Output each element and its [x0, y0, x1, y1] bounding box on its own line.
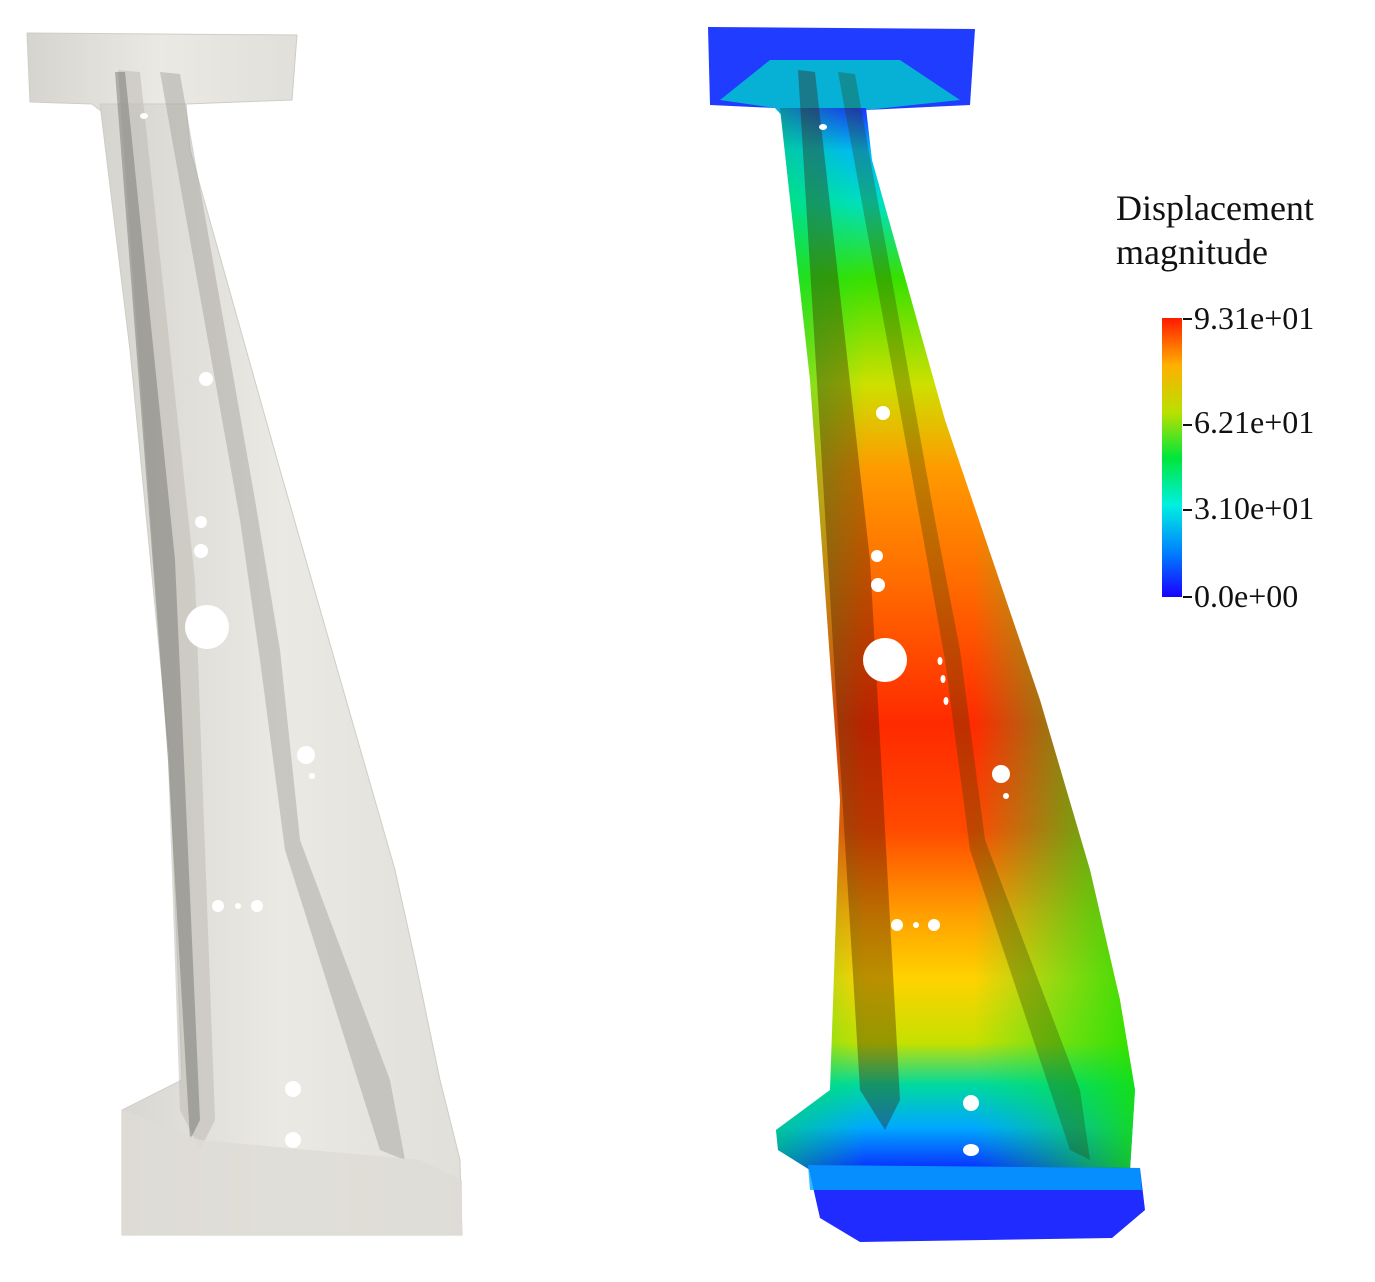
- right-hole: [940, 675, 946, 683]
- right-bottom-base-glow: [808, 1165, 1142, 1190]
- left-holes: [140, 113, 315, 1148]
- right-pillar-side-tint: [776, 108, 1135, 1170]
- right-top-flange-glow: [720, 60, 960, 126]
- legend-title: Displacement magnitude: [1116, 186, 1314, 274]
- right-part-view: [708, 27, 1145, 1242]
- right-hole: [1003, 793, 1009, 799]
- tick-label-max: 9.31e+01: [1194, 300, 1315, 336]
- left-bottom-flange: [122, 1110, 462, 1235]
- left-groove: [118, 70, 215, 1150]
- right-hole: [943, 697, 949, 705]
- right-ridge: [838, 72, 1090, 1160]
- legend-title-line1: Displacement: [1116, 188, 1314, 228]
- tick-label-2: 6.21e+01: [1194, 404, 1315, 440]
- left-hole: [235, 903, 241, 909]
- left-hole: [140, 113, 148, 119]
- tick-label-min: 0.0e+00: [1194, 578, 1299, 614]
- left-hole: [212, 900, 224, 912]
- right-hole: [963, 1144, 979, 1156]
- left-dark-edge: [115, 72, 200, 1140]
- right-hole: [963, 1095, 979, 1111]
- right-hole: [928, 919, 940, 931]
- tick-mark-min: [1183, 596, 1192, 598]
- right-hole: [871, 578, 885, 592]
- right-hole: [992, 765, 1010, 783]
- right-hole: [819, 124, 827, 130]
- left-hole: [285, 1132, 301, 1148]
- left-hole: [195, 516, 207, 528]
- left-hole: [297, 746, 315, 764]
- left-hole: [194, 544, 208, 558]
- tick-label-3: 3.10e+01: [1194, 490, 1315, 526]
- colorbar-gradient: [1162, 318, 1182, 597]
- left-ridge: [160, 72, 405, 1160]
- left-part-view: [26, 32, 463, 1236]
- left-hole: [285, 1081, 301, 1097]
- right-hole: [913, 922, 919, 928]
- tick-mark-2: [1183, 424, 1192, 426]
- colorbar: [1162, 318, 1182, 597]
- right-hole: [876, 406, 890, 420]
- right-hole: [871, 550, 883, 562]
- tick-mark-max: [1183, 318, 1192, 320]
- left-hole: [185, 605, 229, 649]
- left-hole: [309, 773, 315, 779]
- right-hole: [863, 638, 907, 682]
- right-groove: [798, 70, 900, 1130]
- left-hole: [199, 372, 213, 386]
- right-hole: [937, 657, 943, 665]
- left-hole: [251, 900, 263, 912]
- right-holes: [819, 124, 1010, 1156]
- legend-title-line2: magnitude: [1116, 232, 1268, 272]
- right-hole: [891, 919, 903, 931]
- tick-mark-3: [1183, 509, 1192, 511]
